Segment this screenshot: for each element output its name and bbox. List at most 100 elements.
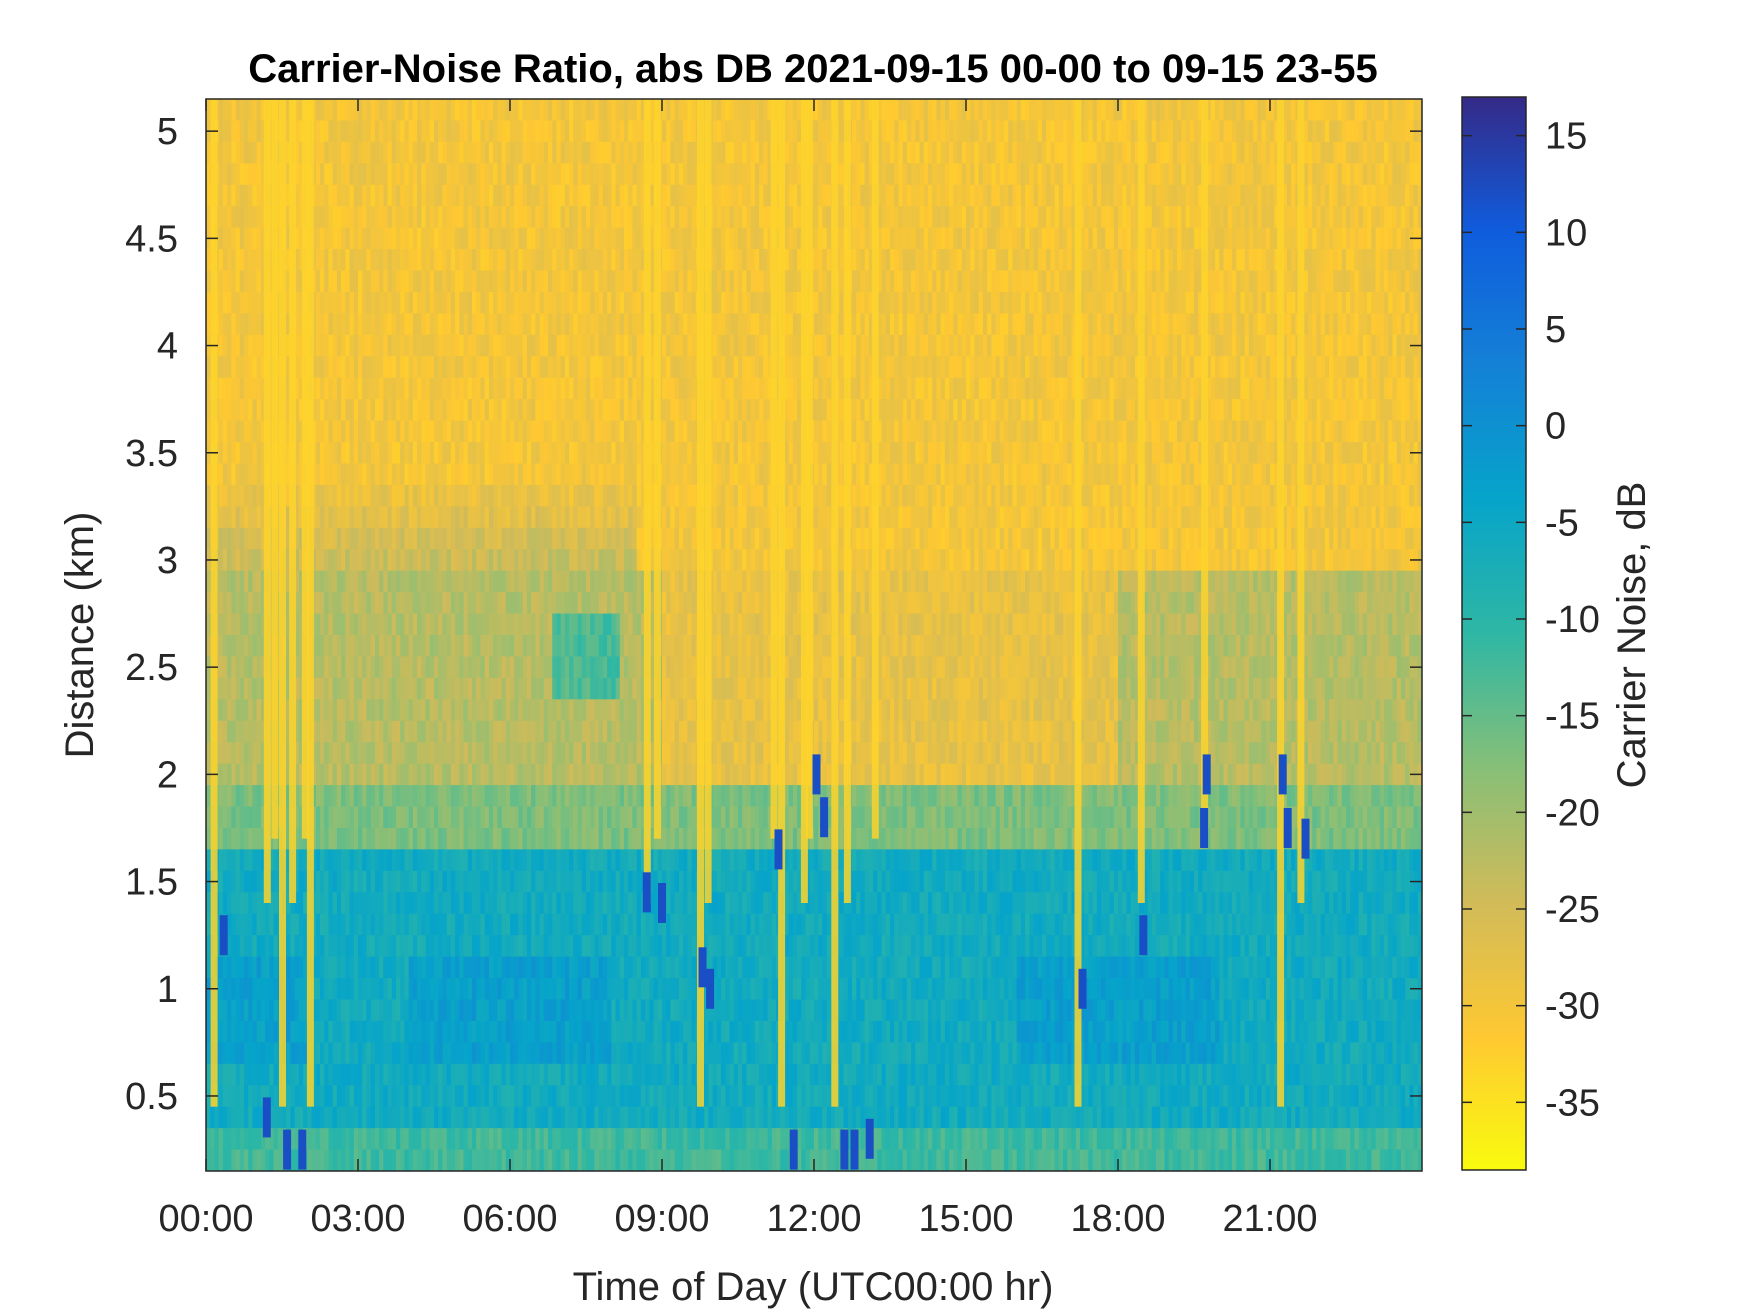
heatmap-cell xyxy=(235,184,241,207)
heatmap-cell xyxy=(1400,184,1406,207)
heatmap-cell xyxy=(1109,399,1115,422)
heatmap-cell xyxy=(1371,120,1377,143)
heatmap-cell xyxy=(957,163,963,186)
heatmap-cell xyxy=(1067,184,1073,207)
heatmap-cell xyxy=(1012,399,1018,422)
heatmap-cell xyxy=(721,270,726,293)
heatmap-cell xyxy=(244,463,249,486)
heatmap-cell xyxy=(966,442,971,465)
heatmap-cell xyxy=(594,270,600,293)
heatmap-cell xyxy=(455,163,460,186)
heatmap-cell xyxy=(852,227,857,250)
heatmap-cell xyxy=(1282,377,1288,400)
heatmap-cell xyxy=(1337,120,1343,143)
heatmap-cell xyxy=(336,356,342,379)
heatmap-cell xyxy=(1037,313,1043,336)
heatmap-cell xyxy=(607,141,612,164)
heatmap-cell xyxy=(1367,163,1372,186)
heatmap-cell xyxy=(227,442,232,465)
heatmap-cell xyxy=(244,442,249,465)
heatmap-cell xyxy=(1396,163,1402,186)
heatmap-cell xyxy=(510,120,515,143)
heatmap-cell xyxy=(387,356,393,379)
heatmap-cell xyxy=(412,206,418,229)
heatmap-cell xyxy=(881,270,887,293)
heatmap-cell xyxy=(239,141,245,164)
heatmap-cell xyxy=(1384,313,1389,336)
heatmap-cell xyxy=(1270,420,1275,443)
heatmap-cell xyxy=(923,399,929,422)
heatmap-cell xyxy=(526,99,532,122)
heatmap-cell xyxy=(788,313,794,336)
heatmap-cell xyxy=(784,184,790,207)
heatmap-cell xyxy=(1316,356,1322,379)
heatmap-cell xyxy=(1350,399,1356,422)
heatmap-cell xyxy=(455,334,460,357)
heatmap-cell xyxy=(286,120,292,143)
heatmap-cell xyxy=(324,420,330,443)
heatmap-cell xyxy=(463,377,469,400)
heatmap-cell xyxy=(1008,356,1014,379)
heatmap-cell xyxy=(252,99,258,122)
heatmap-cell xyxy=(1096,206,1102,229)
heatmap-cell xyxy=(256,206,262,229)
heatmap-cell xyxy=(383,270,389,293)
heatmap-cell xyxy=(484,313,490,336)
heatmap-cell xyxy=(488,120,494,143)
heatmap-cell xyxy=(531,206,536,229)
heatmap-cell xyxy=(434,399,439,422)
heatmap-cell xyxy=(624,141,629,164)
heatmap-cell xyxy=(890,99,895,122)
heatmap-cell xyxy=(1400,206,1406,229)
heatmap-cell xyxy=(1367,99,1372,122)
heatmap-cell xyxy=(767,334,773,357)
heatmap-cell xyxy=(374,291,380,314)
heatmap-cell xyxy=(446,313,452,336)
heatmap-cell xyxy=(341,99,346,122)
heatmap-cell xyxy=(759,291,764,314)
heatmap-cell xyxy=(573,463,579,486)
heatmap-cell xyxy=(856,270,862,293)
heatmap-cell xyxy=(590,99,596,122)
heatmap-cell xyxy=(792,206,798,229)
heatmap-cell xyxy=(1282,442,1288,465)
heatmap-cell xyxy=(552,163,558,186)
heatmap-cell xyxy=(784,163,790,186)
heatmap-cell xyxy=(1092,184,1098,207)
heatmap-cell xyxy=(1016,377,1022,400)
heatmap-cell xyxy=(353,227,359,250)
heatmap-cell xyxy=(628,184,634,207)
heatmap-cell xyxy=(1274,420,1280,443)
heatmap-cell xyxy=(1126,120,1132,143)
heatmap-cell xyxy=(1227,356,1233,379)
heatmap-cell xyxy=(1147,99,1153,122)
heatmap-cell xyxy=(987,291,992,314)
heatmap-cell xyxy=(1012,163,1018,186)
heatmap-cell xyxy=(1134,120,1140,143)
heatmap-cell xyxy=(1092,249,1098,272)
heatmap-cell xyxy=(1341,334,1347,357)
heatmap-cell xyxy=(1320,163,1326,186)
heatmap-cell xyxy=(548,420,553,443)
heatmap-cell xyxy=(1392,270,1398,293)
heatmap-cell xyxy=(438,206,444,229)
heatmap-cell xyxy=(1206,227,1212,250)
heatmap-cell xyxy=(1274,184,1280,207)
heatmap-cell xyxy=(1084,184,1090,207)
heatmap-cell xyxy=(484,399,490,422)
heatmap-cell xyxy=(1392,334,1398,357)
heatmap-cell xyxy=(1384,442,1389,465)
heatmap-cell xyxy=(590,399,596,422)
heatmap-cell xyxy=(1037,163,1043,186)
heatmap-cell xyxy=(518,184,524,207)
heatmap-cell xyxy=(1194,184,1199,207)
heatmap-cell xyxy=(902,334,908,357)
heatmap-cell xyxy=(1350,99,1356,122)
heatmap-cell xyxy=(1405,377,1410,400)
heatmap-cell xyxy=(1109,249,1115,272)
heatmap-cell xyxy=(366,120,372,143)
heatmap-cell xyxy=(1312,141,1318,164)
heatmap-cell xyxy=(1147,270,1153,293)
heatmap-cell xyxy=(1029,227,1035,250)
heatmap-cell xyxy=(535,463,541,486)
